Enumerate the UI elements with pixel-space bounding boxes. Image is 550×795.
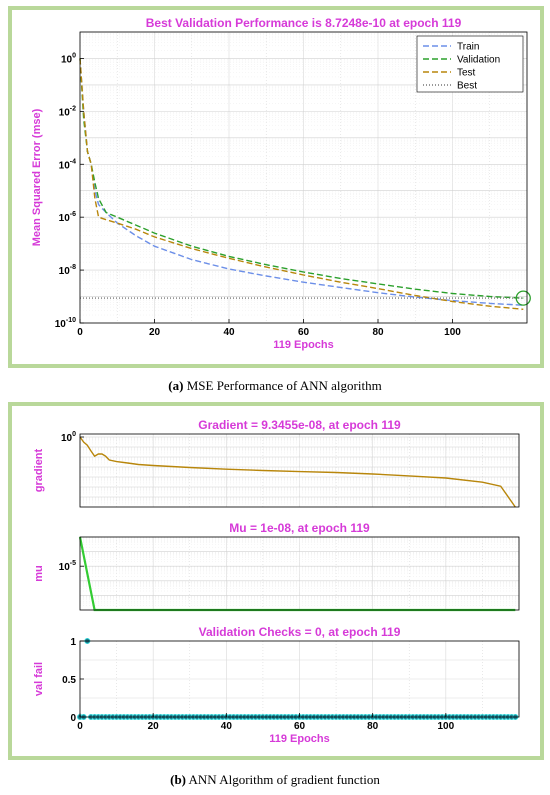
- performance-best-marker: [515, 290, 531, 306]
- performance-xlabel: 119 Epochs: [273, 339, 334, 351]
- valfail-xtick-label: 0: [77, 721, 83, 732]
- valfail-xtick-label: 40: [221, 721, 233, 732]
- performance-xtick-label: 40: [223, 327, 235, 338]
- performance-ytick-label: 100: [61, 52, 76, 65]
- performance-legend-label: Best: [457, 81, 477, 92]
- training-state-panel: Gradient = 9.3455e-08, at epoch 119 100 gr…: [8, 402, 544, 760]
- caption-b: (b) ANN Algorithm of gradient function: [0, 772, 550, 788]
- mu-ytick-label: 10-5: [59, 560, 76, 573]
- valfail-xtick-label: 60: [294, 721, 306, 732]
- performance-xtick-label: 100: [444, 327, 461, 338]
- valfail-xlabel: 119 Epochs: [269, 733, 330, 745]
- performance-ytick-exp: -6: [70, 211, 76, 218]
- valfail-xtick-label: 80: [367, 721, 379, 732]
- caption-a-label: (a): [168, 378, 184, 393]
- valfail-xtick-label: 20: [148, 721, 160, 732]
- performance-legend-label: Test: [457, 68, 476, 79]
- mu-frame: [79, 536, 520, 611]
- valfail-ytick-label: 0.5: [62, 675, 76, 686]
- valfail-ytick-label: 0: [70, 713, 76, 724]
- performance-ylabel: Mean Squared Error (mse): [31, 108, 43, 246]
- performance-ytick-exp: -2: [70, 105, 76, 112]
- valfail-plot: Validation Checks = 0, at epoch 119 0 0.5 1…: [33, 625, 520, 745]
- gradient-ytick-exp: 0: [72, 431, 76, 438]
- caption-a-text: MSE Performance of ANN algorithm: [183, 378, 382, 393]
- valfail-ytick-label: 1: [70, 637, 76, 648]
- mu-plot: Mu = 1e-08, at epoch 119 10-5 mu: [33, 521, 520, 612]
- valfail-xtick-label: 100: [437, 721, 454, 732]
- caption-a: (a) MSE Performance of ANN algorithm: [0, 378, 550, 394]
- performance-ytick-exp: 0: [72, 52, 76, 59]
- valfail-title: Validation Checks = 0, at epoch 119: [199, 625, 401, 639]
- mu-ylabel: mu: [33, 565, 45, 582]
- performance-legend: Train Validation Test Best: [416, 35, 524, 93]
- caption-b-text: ANN Algorithm of gradient function: [186, 772, 380, 787]
- performance-ytick-label: 10-10: [55, 317, 76, 330]
- gradient-ylabel: gradient: [33, 448, 45, 492]
- performance-title: Best Validation Performance is 8.7248e-1…: [146, 16, 462, 30]
- mu-ytick-exp: -5: [70, 560, 76, 567]
- gradient-frame: [79, 433, 520, 508]
- performance-legend-label: Validation: [457, 55, 500, 66]
- performance-ytick-exp: -8: [70, 264, 76, 271]
- performance-xtick-label: 60: [298, 327, 310, 338]
- performance-series-test: [79, 58, 524, 310]
- performance-ytick-label: 10-8: [59, 264, 76, 277]
- performance-xtick-label: 20: [149, 327, 161, 338]
- gradient-plot: Gradient = 9.3455e-08, at epoch 119 100 gr…: [33, 418, 520, 508]
- gradient-series-line: [79, 436, 516, 508]
- performance-plot: Best Validation Performance is 8.7248e-1…: [31, 16, 531, 351]
- training-state-chart: Gradient = 9.3455e-08, at epoch 119100gr…: [33, 418, 520, 745]
- gradient-title: Gradient = 9.3455e-08, at epoch 119: [198, 418, 401, 432]
- valfail-ylabel: val fail: [33, 662, 45, 696]
- performance-panel: Best Validation Performance is 8.7248e-1…: [8, 6, 544, 368]
- caption-b-label: (b): [170, 772, 186, 787]
- mu-title: Mu = 1e-08, at epoch 119: [229, 521, 370, 535]
- gradient-ytick-label: 100: [61, 431, 76, 444]
- performance-ytick-exp: -4: [70, 158, 76, 165]
- performance-ytick-label: 10-6: [59, 211, 76, 224]
- performance-ytick-label: 10-2: [59, 105, 76, 118]
- performance-xtick-label: 0: [77, 327, 83, 338]
- performance-chart: Best Validation Performance is 8.7248e-1…: [31, 16, 531, 351]
- performance-xtick-label: 80: [372, 327, 384, 338]
- performance-ytick-exp: -10: [66, 317, 76, 324]
- performance-ytick-label: 10-4: [59, 158, 76, 171]
- performance-legend-label: Train: [457, 42, 479, 53]
